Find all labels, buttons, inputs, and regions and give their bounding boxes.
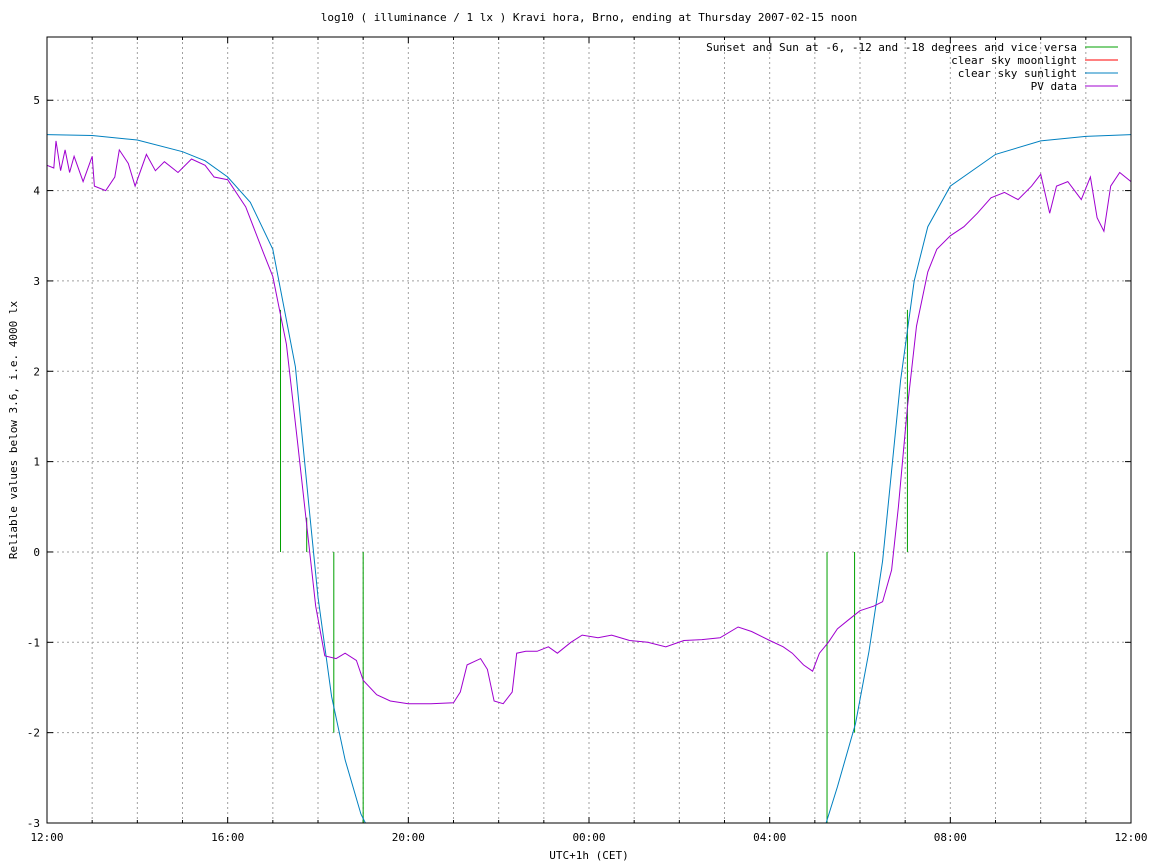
y-tick-label: 5 bbox=[33, 94, 40, 107]
y-tick-label: -2 bbox=[27, 727, 40, 740]
legend-label: PV data bbox=[1031, 80, 1077, 93]
chart-title: log10 ( illuminance / 1 lx ) Kravi hora,… bbox=[321, 11, 857, 24]
legend: Sunset and Sun at -6, -12 and -18 degree… bbox=[706, 41, 1118, 93]
legend-label: clear sky moonlight bbox=[951, 54, 1077, 67]
y-tick-label: 1 bbox=[33, 456, 40, 469]
pv-data-line bbox=[46, 140, 1132, 705]
y-tick-label: 3 bbox=[33, 275, 40, 288]
x-tick-label: 12:00 bbox=[30, 831, 63, 844]
y-tick-label: -3 bbox=[27, 817, 40, 830]
x-tick-label: 04:00 bbox=[753, 831, 786, 844]
x-tick-label: 08:00 bbox=[934, 831, 967, 844]
grid bbox=[47, 37, 1131, 824]
y-tick-label: 2 bbox=[33, 365, 40, 378]
x-axis-label: UTC+1h (CET) bbox=[549, 849, 628, 862]
legend-label: Sunset and Sun at -6, -12 and -18 degree… bbox=[706, 41, 1077, 54]
y-tick-label: -1 bbox=[27, 636, 40, 649]
x-tick-label: 16:00 bbox=[211, 831, 244, 844]
y-tick-label: 0 bbox=[33, 546, 40, 559]
x-tick-label: 00:00 bbox=[572, 831, 605, 844]
y-axis-label: Reliable values below 3.6, i.e. 4000 lx bbox=[7, 300, 20, 559]
plot-frame bbox=[46, 36, 1132, 824]
legend-label: clear sky sunlight bbox=[958, 67, 1077, 80]
y-tick-label: 4 bbox=[33, 185, 40, 198]
axis-ticks: 12:00 16:00 20:00 00:00 04:00 08:00 12:00-3-2-… bbox=[27, 37, 1148, 844]
x-tick-label: 12:00 bbox=[1114, 831, 1147, 844]
x-tick-label: 20:00 bbox=[392, 831, 425, 844]
